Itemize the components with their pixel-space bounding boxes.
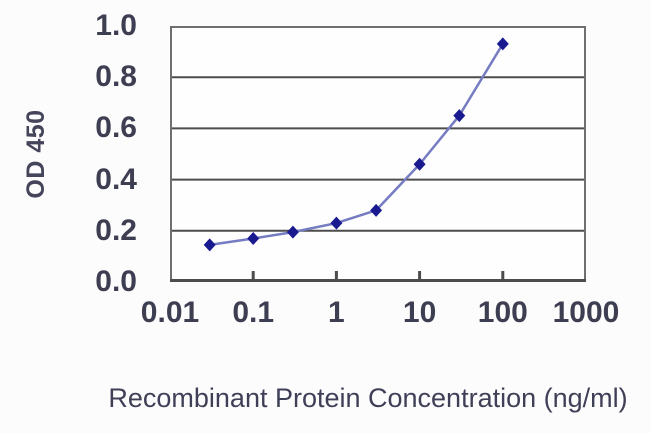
plot-background <box>170 26 586 282</box>
y-tick-label: 0.2 <box>95 213 137 247</box>
y-tick-label: 0.8 <box>95 60 137 94</box>
y-tick-label: 1.0 <box>95 9 137 42</box>
y-tick-label: 0.4 <box>95 162 137 196</box>
data-point-marker <box>453 109 466 123</box>
data-point-marker <box>413 157 426 171</box>
data-point-marker <box>496 37 509 51</box>
standard-curve-chart <box>170 26 586 282</box>
series-line <box>208 42 505 247</box>
data-point-marker <box>370 203 383 217</box>
x-axis-tick-labels: 0.01 0.1 1 10 100 1000 <box>141 296 620 332</box>
data-point-marker <box>286 225 299 239</box>
x-tick-label: 1000 <box>552 296 620 329</box>
data-point-marker <box>330 216 343 230</box>
data-point-marker <box>247 231 260 245</box>
x-tick-label: 0.1 <box>232 296 275 329</box>
x-tick-label: 10 <box>402 296 437 329</box>
x-axis-title: Recombinant Protein Concentration (ng/ml… <box>108 383 628 413</box>
x-tick-label: 1 <box>328 296 345 329</box>
y-tick-label: 0.6 <box>95 111 137 145</box>
x-tick-label: 100 <box>477 296 528 329</box>
x-tick-label: 0.01 <box>140 296 200 329</box>
y-tick-label: 0.0 <box>95 265 137 298</box>
plot-area <box>170 26 586 282</box>
y-axis-tick-labels: 0.0 0.2 0.4 0.6 0.8 1.0 <box>45 11 137 297</box>
data-point-marker <box>203 238 216 252</box>
